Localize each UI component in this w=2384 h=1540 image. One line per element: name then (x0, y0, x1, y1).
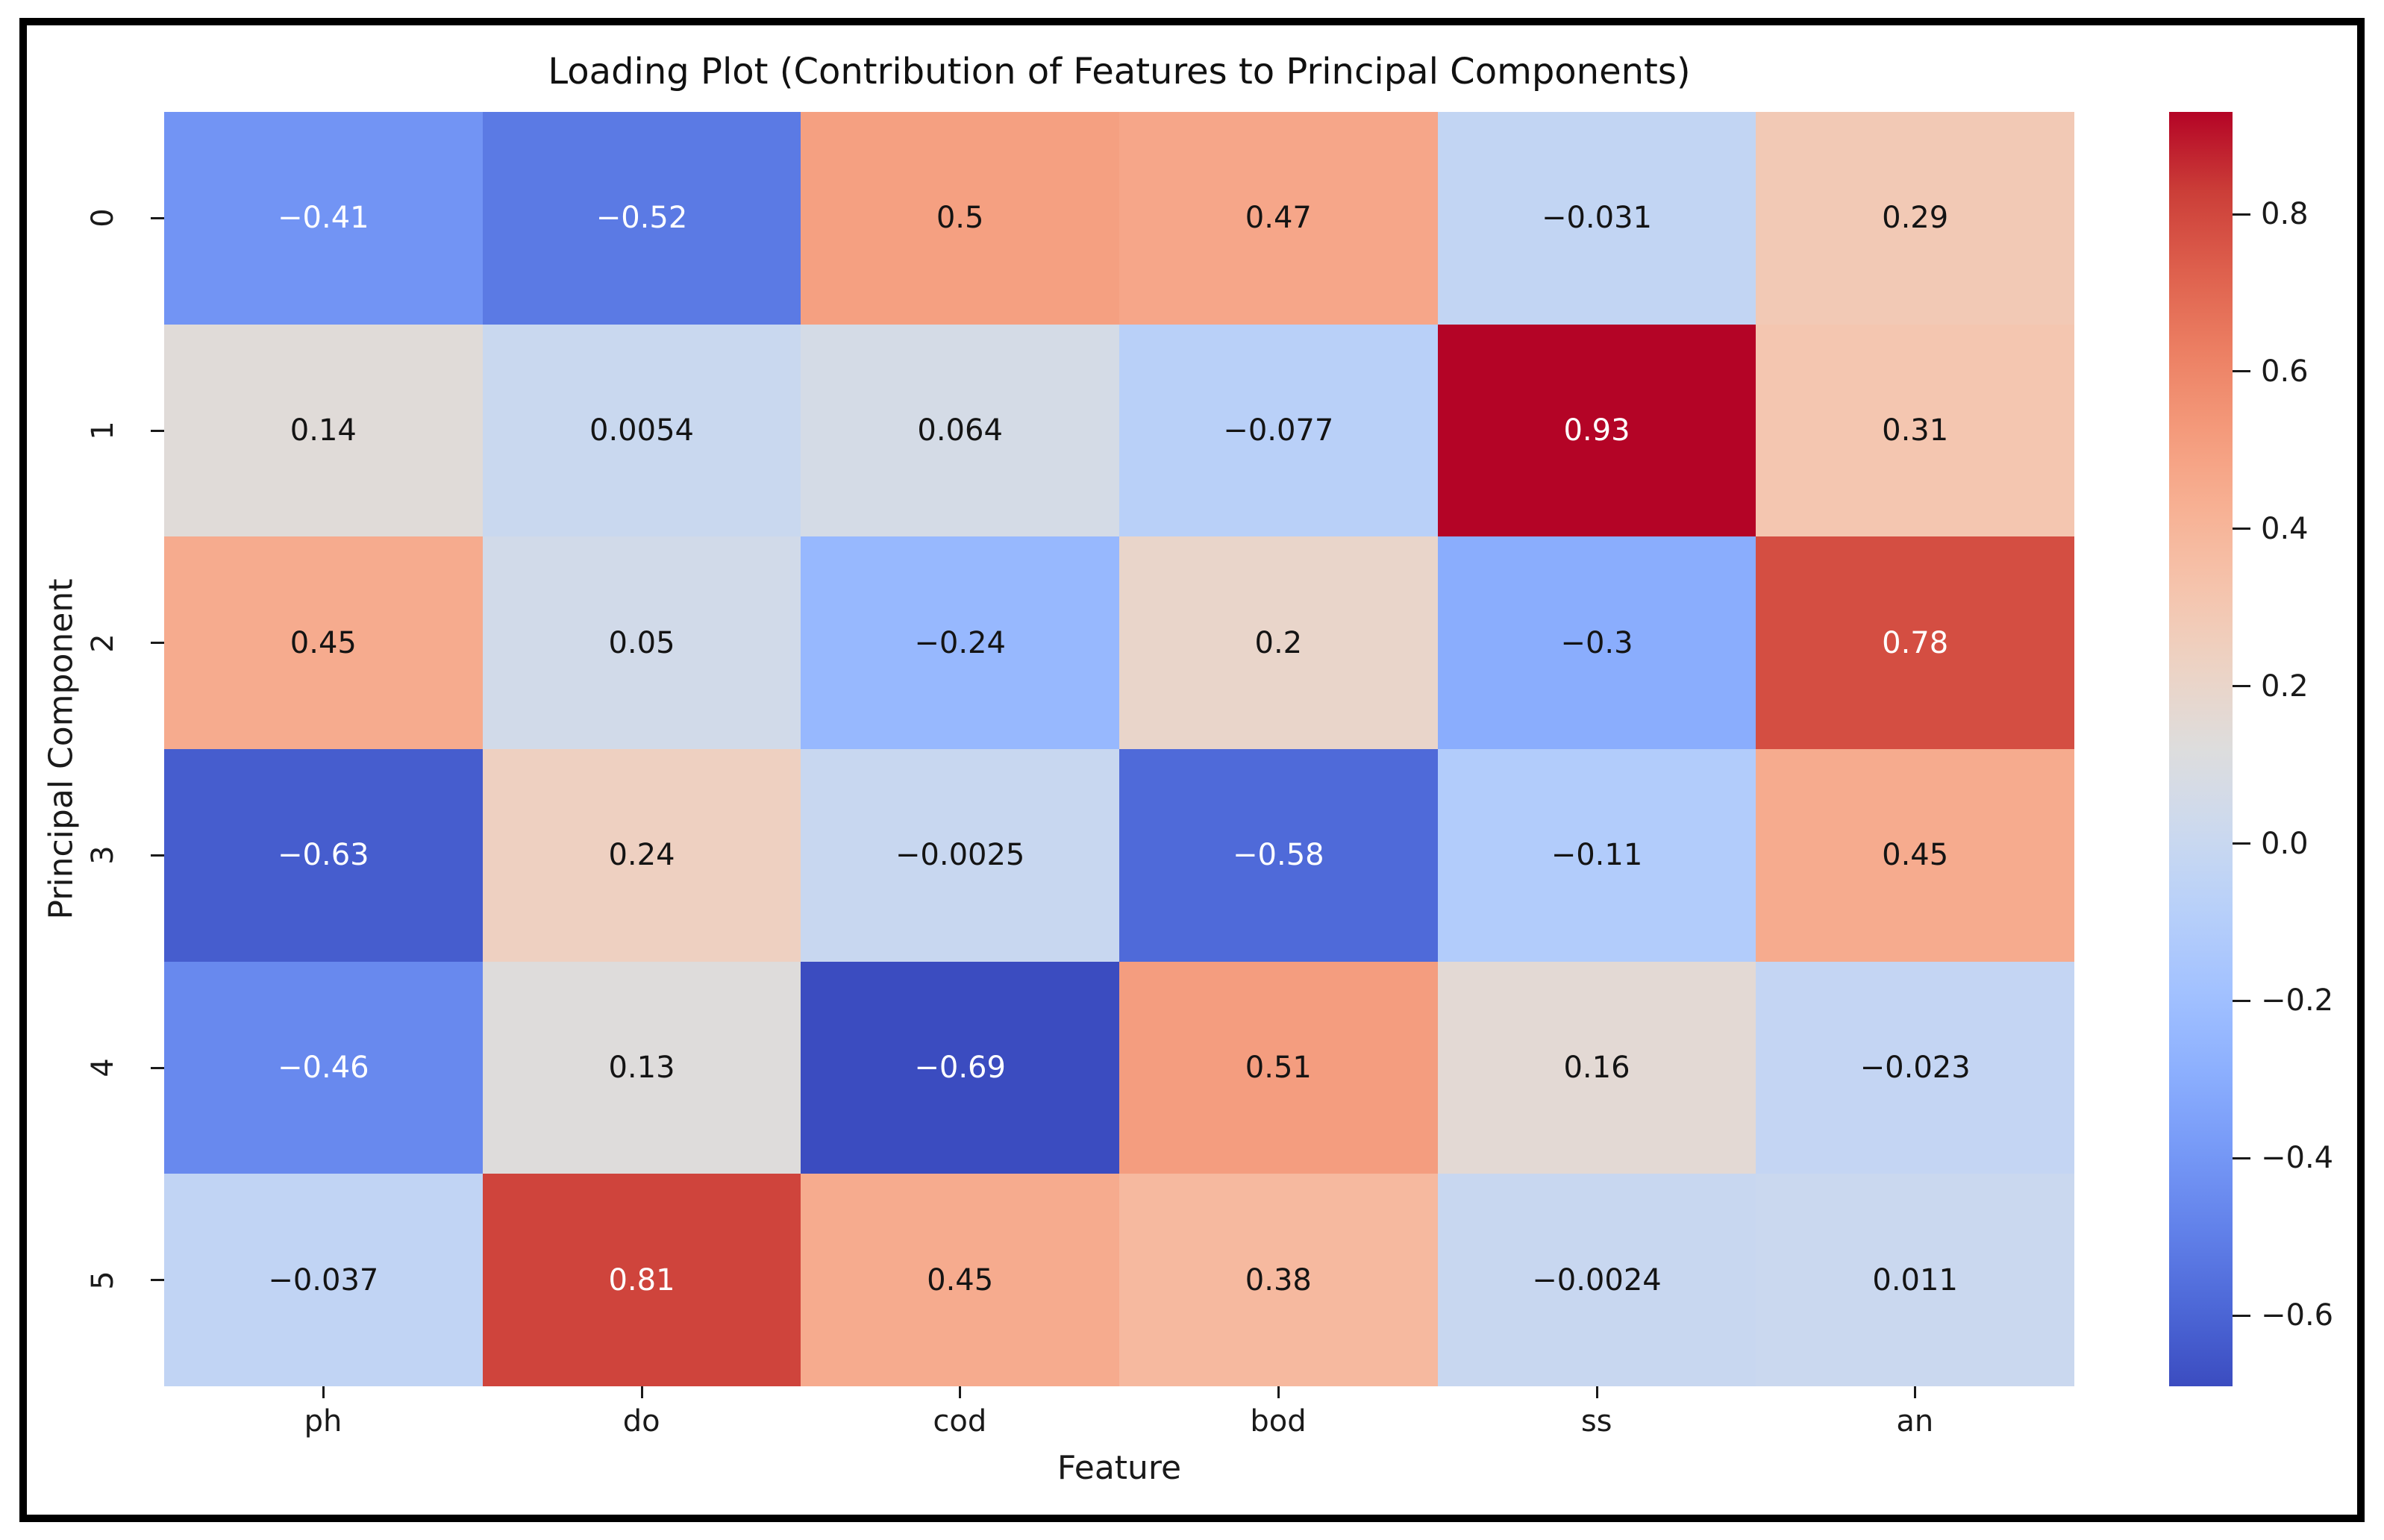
y-tick-mark (151, 854, 164, 857)
heatmap-cell: −0.037 (164, 1174, 483, 1386)
colorbar (2169, 112, 2233, 1386)
x-tick-mark (640, 1386, 643, 1398)
x-tick-label: do (622, 1404, 660, 1439)
y-tick-mark (151, 642, 164, 645)
heatmap-cell: 0.29 (1756, 112, 2074, 325)
heatmap-cell: 0.45 (801, 1174, 1119, 1386)
x-tick-label: ss (1580, 1404, 1612, 1439)
y-tick-mark (151, 1066, 164, 1069)
colorbar-tick-label: −0.6 (2261, 1298, 2334, 1333)
heatmap-cell: −0.52 (482, 112, 801, 325)
x-tick-label: ph (304, 1404, 342, 1439)
x-axis-label: Feature (1057, 1449, 1182, 1487)
heatmap-cell: 0.05 (482, 536, 801, 749)
heatmap-cell: −0.11 (1437, 748, 1756, 962)
heatmap-cell: 0.51 (1119, 961, 1438, 1174)
colorbar-tick-mark (2233, 842, 2250, 845)
heatmap-cell: −0.24 (801, 536, 1119, 749)
x-tick-mark (959, 1386, 962, 1398)
heatmap-cell: −0.077 (1119, 324, 1438, 537)
heatmap-cell: −0.58 (1119, 748, 1438, 962)
colorbar-tick-mark (2233, 1314, 2250, 1317)
colorbar-tick-mark (2233, 1156, 2250, 1159)
heatmap-cell: 0.93 (1437, 324, 1756, 537)
figure-border (19, 18, 2365, 1522)
y-tick-label: 4 (86, 1058, 120, 1077)
heatmap-cell: −0.3 (1437, 536, 1756, 749)
heatmap-cell: 0.011 (1756, 1174, 2074, 1386)
heatmap-cell: 0.5 (801, 112, 1119, 325)
x-tick-label: bod (1250, 1404, 1307, 1439)
heatmap-grid: −0.41 −0.52 0.5 0.47 −0.031 0.29 0.14 0.0054 0.0… (164, 112, 2074, 1386)
chart-title: Loading Plot (Contribution of Features t… (548, 51, 1691, 93)
x-tick-mark (1277, 1386, 1280, 1398)
heatmap-cell: 0.38 (1119, 1174, 1438, 1386)
heatmap-cell: 0.47 (1119, 112, 1438, 325)
y-tick-mark (151, 1279, 164, 1282)
heatmap-cell: 0.064 (801, 324, 1119, 537)
heatmap-cell: −0.41 (164, 112, 483, 325)
colorbar-tick-mark (2233, 685, 2250, 688)
x-tick-mark (1914, 1386, 1917, 1398)
y-tick-label: 3 (86, 845, 120, 866)
heatmap-cell: 0.81 (482, 1174, 801, 1386)
heatmap-cell: 0.2 (1119, 536, 1438, 749)
heatmap-cell: 0.31 (1756, 324, 2074, 537)
heatmap-cell: −0.023 (1756, 961, 2074, 1174)
x-tick-label: an (1896, 1404, 1934, 1439)
colorbar-tick-label: 0.6 (2261, 354, 2309, 389)
heatmap-cell: 0.14 (164, 324, 483, 537)
heatmap-cell: 0.45 (164, 536, 483, 749)
heatmap-cell: −0.63 (164, 748, 483, 962)
y-tick-mark (151, 216, 164, 219)
x-tick-label: cod (933, 1404, 987, 1439)
heatmap-cell: −0.0025 (801, 748, 1119, 962)
heatmap-cell: 0.24 (482, 748, 801, 962)
y-tick-mark (151, 429, 164, 432)
x-tick-mark (1595, 1386, 1598, 1398)
colorbar-tick-label: 0.4 (2261, 511, 2309, 546)
colorbar-tick-mark (2233, 999, 2250, 1002)
heatmap-cell: 0.45 (1756, 748, 2074, 962)
heatmap-cell: −0.031 (1437, 112, 1756, 325)
heatmap-cell: 0.0054 (482, 324, 801, 537)
x-tick-mark (322, 1386, 325, 1398)
y-tick-label: 5 (86, 1270, 120, 1290)
y-tick-label: 2 (86, 633, 120, 653)
heatmap-cell: −0.46 (164, 961, 483, 1174)
y-tick-label: 0 (86, 208, 120, 228)
y-axis-label: Principal Component (42, 578, 81, 920)
heatmap-cell: 0.13 (482, 961, 801, 1174)
colorbar-tick-label: −0.4 (2261, 1141, 2334, 1176)
heatmap-cell: 0.78 (1756, 536, 2074, 749)
colorbar-tick-label: 0.8 (2261, 197, 2309, 232)
heatmap-cell: −0.0024 (1437, 1174, 1756, 1386)
heatmap-cell: 0.16 (1437, 961, 1756, 1174)
colorbar-tick-label: −0.2 (2261, 983, 2334, 1018)
colorbar-tick-label: 0.2 (2261, 669, 2309, 704)
y-tick-label: 1 (86, 421, 120, 440)
heatmap-cell: −0.69 (801, 961, 1119, 1174)
colorbar-tick-mark (2233, 213, 2250, 216)
colorbar-tick-mark (2233, 528, 2250, 530)
colorbar-tick-mark (2233, 370, 2250, 373)
colorbar-tick-label: 0.0 (2261, 826, 2309, 861)
